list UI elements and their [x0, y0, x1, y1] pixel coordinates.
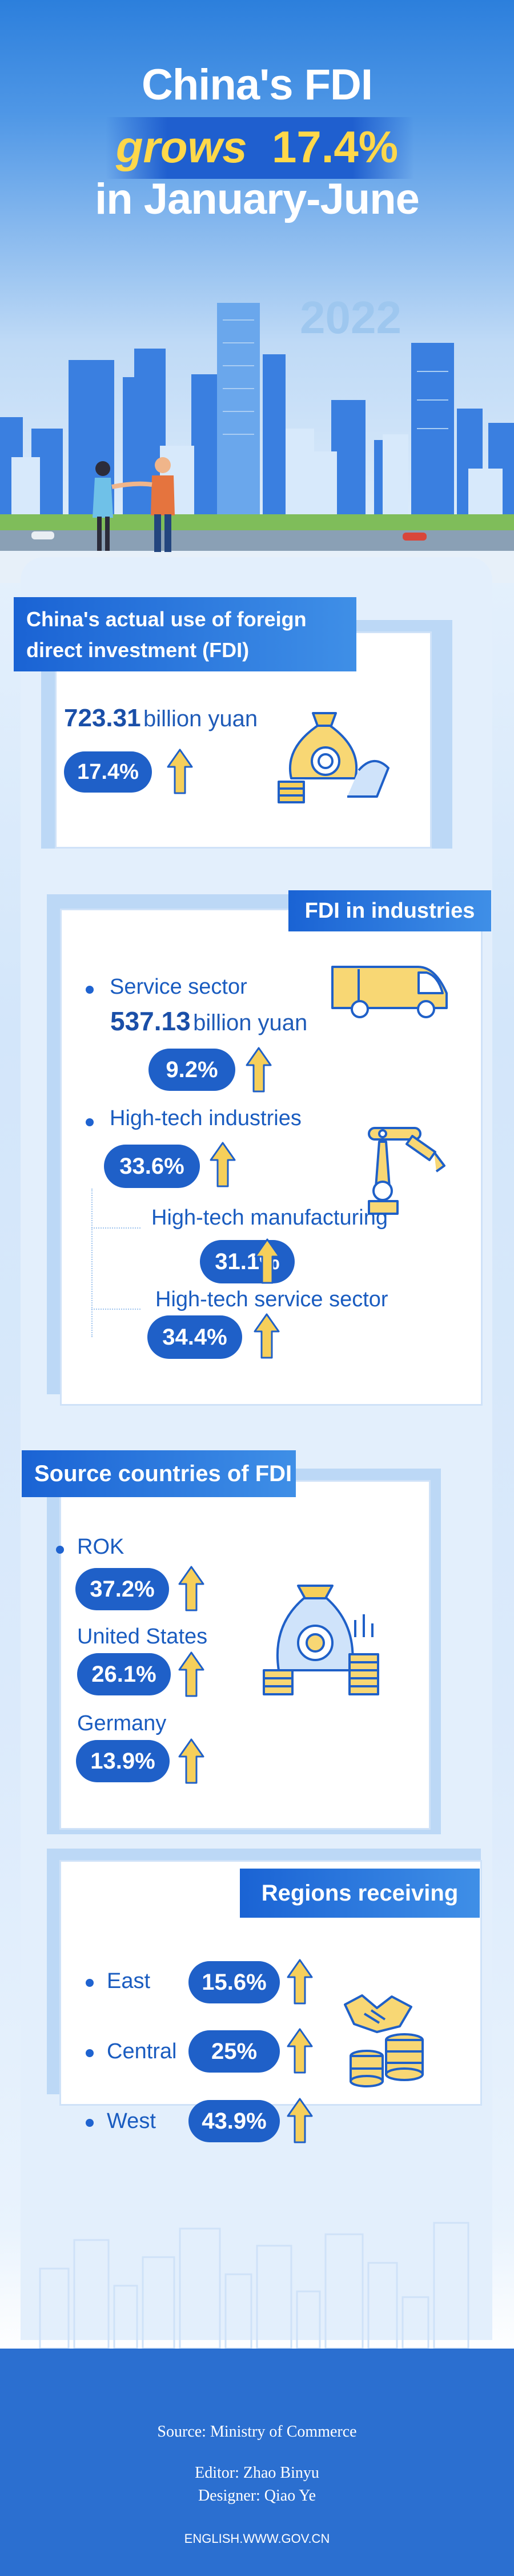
year-label: 2022 [300, 292, 401, 343]
section1-title: China's actual use of foreign direct inv… [14, 597, 356, 671]
up-arrow-icon [210, 1142, 236, 1187]
title-highlight-band [106, 117, 414, 179]
up-arrow-icon [254, 1313, 280, 1359]
up-arrow-icon [246, 1047, 272, 1093]
region-growth: 25% [188, 2030, 280, 2073]
up-arrow-icon [167, 749, 193, 794]
section2-title: FDI in industries [288, 890, 491, 931]
bullet-dot [86, 2049, 94, 2057]
bullet-dot [86, 1979, 94, 1987]
bullet-dot [86, 2119, 94, 2127]
region-label: Central [107, 2039, 177, 2063]
source-country-growth: 26.1% [77, 1653, 171, 1695]
service-sector-unit: billion yuan [193, 1010, 308, 1035]
section1-amount: 723.31 [64, 704, 141, 732]
connector-line [91, 1309, 140, 1310]
source-country-growth: 37.2% [75, 1568, 169, 1610]
up-arrow-icon [287, 1959, 313, 2005]
region-growth: 43.9% [188, 2100, 280, 2142]
section1-unit: billion yuan [143, 706, 258, 731]
up-arrow-icon [178, 1651, 204, 1697]
hightech-service-growth: 34.4% [147, 1315, 242, 1359]
handshake-coins-icon [344, 1994, 424, 2087]
up-arrow-icon [287, 2098, 313, 2143]
section1-title-line1: China's actual use of foreign [26, 607, 307, 631]
hightech-service-label: High-tech service sector [155, 1287, 388, 1311]
title-line-1: China's FDI [142, 61, 373, 109]
city-outline-illustration [39, 2222, 469, 2350]
bullet-dot [86, 986, 94, 994]
money-bag-icon [278, 712, 389, 803]
up-arrow-icon [178, 1566, 204, 1611]
source-country-label: ROK [77, 1535, 125, 1559]
bullet-dot [56, 1546, 64, 1554]
footer-source: Source: Ministry of Commerce [157, 2423, 357, 2441]
source-country-label: Germany [77, 1711, 167, 1735]
connector-line [91, 1189, 93, 1337]
section1-amount-row: 723.31 billion yuan [64, 704, 258, 733]
source-country-label: United States [77, 1625, 208, 1649]
footer-editor: Editor: Zhao Binyu [195, 2464, 319, 2482]
city-skyline-illustration [0, 303, 514, 583]
hightech-industries-growth: 33.6% [104, 1145, 200, 1188]
service-sector-label: Service sector [110, 975, 247, 999]
source-country-growth: 13.9% [76, 1740, 170, 1782]
money-sack-coins-icon [263, 1585, 379, 1695]
region-label: West [107, 2109, 156, 2133]
section3-title: Source countries of FDI [22, 1450, 296, 1497]
up-arrow-icon [287, 2028, 313, 2074]
title-line-2: grows 17.4% [0, 121, 514, 173]
hightech-manufacturing-label: High-tech manufacturing [151, 1206, 388, 1230]
section1-growth: 17.4% [64, 751, 152, 793]
service-sector-growth: 9.2% [148, 1049, 235, 1091]
title-percentage: 17.4% [271, 122, 399, 172]
hightech-industries-label: High-tech industries [110, 1106, 302, 1130]
section1-title-line2: direct investment (FDI) [26, 638, 250, 662]
up-arrow-icon [178, 1738, 204, 1784]
businesspeople-handshake-illustration [93, 457, 175, 552]
title-grows: grows [115, 122, 247, 172]
bullet-dot [86, 1118, 94, 1126]
title-line-3: in January-June [95, 175, 420, 223]
footer-designer: Designer: Qiao Ye [198, 2487, 316, 2505]
region-growth: 15.6% [188, 1961, 280, 2003]
region-label: East [107, 1969, 151, 1993]
section4-title: Regions receiving FDI [240, 1869, 480, 1955]
connector-line [91, 1227, 140, 1229]
footer-site: ENGLISH.WWW.GOV.CN [184, 2531, 330, 2546]
delivery-van-icon [331, 966, 448, 1018]
robot-arm-icon [368, 1127, 445, 1215]
service-sector-amount: 537.13 [110, 1006, 191, 1036]
service-sector-amount-row: 537.13 billion yuan [110, 1006, 307, 1037]
up-arrow-icon [254, 1238, 280, 1284]
footer-band [0, 2349, 514, 2576]
